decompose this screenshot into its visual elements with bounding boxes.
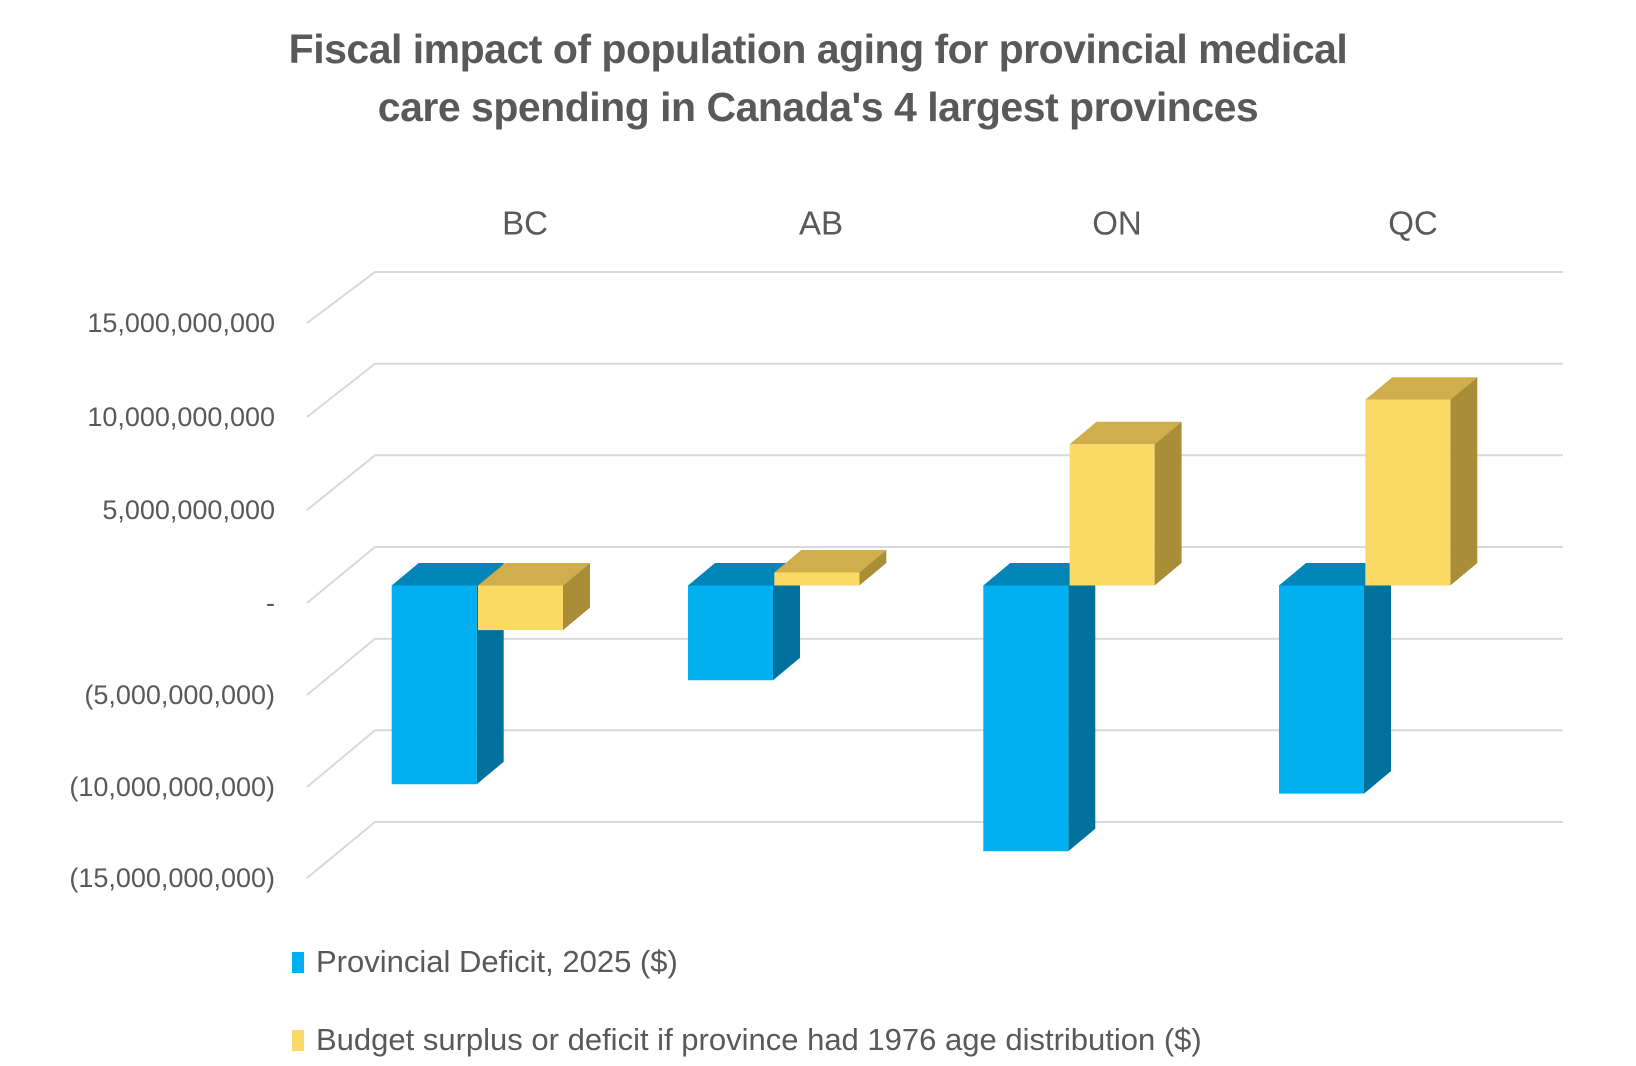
y-tick-label: (5,000,000,000) — [84, 680, 275, 710]
legend-label-1976-age-distribution: Budget surplus or deficit if province ha… — [316, 1022, 1202, 1057]
y-tick-label: 15,000,000,000 — [87, 308, 275, 338]
gridline — [306, 821, 1563, 879]
y-axis-labels: 15,000,000,000 10,000,000,000 5,000,000,00… — [69, 308, 275, 893]
bar-front-face — [1069, 444, 1155, 586]
bar-top-face — [391, 563, 504, 586]
bar-ON-deficit-2025 — [983, 563, 1096, 852]
bar-side-face — [859, 549, 887, 586]
bar-front-face — [1365, 399, 1451, 586]
bar-top-face — [1279, 563, 1391, 586]
category-labels: BC AB ON QC — [502, 205, 1438, 242]
y-tick-label: (10,000,000,000) — [69, 772, 275, 802]
category-label-QC: QC — [1388, 205, 1438, 242]
bar-top-face — [688, 563, 800, 586]
gridline — [306, 637, 1563, 696]
bar-side-face — [1154, 421, 1182, 586]
bar-front-face — [478, 585, 563, 631]
bar-front-face — [983, 585, 1069, 852]
bar-top-face — [774, 549, 887, 573]
category-label-ON: ON — [1092, 205, 1142, 242]
category-label-AB: AB — [799, 205, 843, 242]
chart-title-line-1: Fiscal impact of population aging for pr… — [288, 26, 1348, 72]
category-label-BC: BC — [502, 205, 548, 242]
chart-legend: Provincial Deficit, 2025 ($) Budget surp… — [292, 944, 1202, 1058]
legend-item-1976-age-distribution: Budget surplus or deficit if province ha… — [292, 1022, 1202, 1058]
legend-item-deficit-2025: Provincial Deficit, 2025 ($) — [292, 944, 1202, 980]
bar-BC-1976-age-distribution — [478, 563, 590, 631]
bar-side-face — [773, 563, 800, 681]
bar-QC-deficit-2025 — [1279, 563, 1391, 794]
bar-top-face — [478, 563, 590, 586]
chart-title-line-2: care spending in Canada's 4 largest prov… — [377, 84, 1259, 130]
bar-AB-1976-age-distribution — [774, 549, 887, 586]
bar-side-face — [1364, 563, 1391, 794]
y-tick-label: 10,000,000,000 — [87, 402, 275, 432]
gridline — [306, 362, 1563, 418]
chart-title: Fiscal impact of population aging for pr… — [0, 20, 1636, 136]
gridline — [306, 729, 1563, 788]
bar-ON-1976-age-distribution — [1069, 421, 1182, 586]
y-tick-label: 5,000,000,000 — [102, 495, 275, 525]
bar-top-face — [1069, 421, 1182, 445]
bar-front-face — [1279, 585, 1364, 794]
bar-top-face — [1365, 377, 1478, 400]
bar-side-face — [563, 563, 590, 631]
y-tick-label: (15,000,000,000) — [69, 863, 275, 893]
bar-side-face — [1068, 563, 1096, 852]
bar-side-face — [1450, 377, 1478, 586]
bar-top-face — [983, 563, 1096, 586]
bar-QC-1976-age-distribution — [1365, 377, 1478, 586]
legend-swatch-1976-age-distribution — [292, 1029, 304, 1051]
bar-front-face — [688, 585, 773, 681]
legend-label-deficit-2025: Provincial Deficit, 2025 ($) — [316, 944, 678, 979]
y-tick-label: - — [266, 588, 275, 618]
gridline — [306, 271, 1563, 324]
bar-front-face — [774, 572, 860, 586]
bar-front-face — [391, 585, 477, 785]
legend-swatch-deficit-2025 — [292, 951, 304, 973]
bars — [391, 377, 1478, 852]
bar-AB-deficit-2025 — [688, 563, 800, 681]
